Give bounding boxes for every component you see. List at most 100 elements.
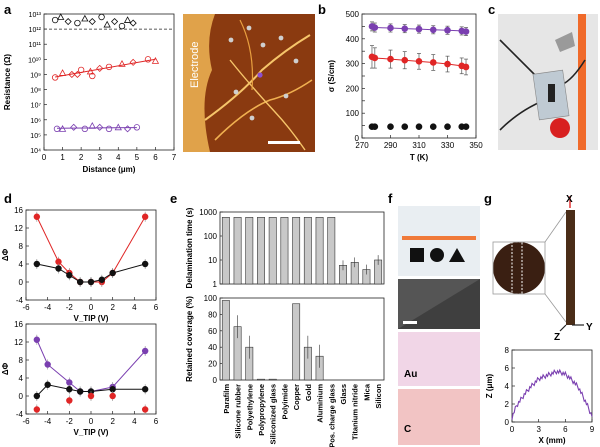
- category-label: Silicon: [374, 384, 383, 409]
- chart-g: 0 3 6 9 0 2 4 6 8 X (mm) Z (μm): [485, 346, 595, 445]
- data-point: [103, 20, 111, 28]
- bar-coverage: [221, 300, 230, 381]
- y-tick-label: 10¹¹: [29, 42, 42, 49]
- x-axis-title: T (K): [410, 153, 429, 162]
- y-tick-label: 500: [346, 10, 360, 19]
- y-tick-label: 200: [346, 84, 360, 93]
- x-tick-label: 6: [154, 303, 159, 312]
- category-label: Titanium nitride: [351, 384, 360, 440]
- bar-delamination: [280, 217, 289, 285]
- panel-letter-g: g: [484, 191, 492, 206]
- y-tick-label: 12: [14, 338, 23, 347]
- data-point: [144, 56, 152, 63]
- data-point: [66, 272, 73, 279]
- panel-letter-a: a: [4, 2, 12, 17]
- data-point: [118, 60, 126, 67]
- y-tick-label: 8: [19, 242, 24, 251]
- y-axis-title: σ (S/cm): [327, 60, 336, 92]
- y-tick-label: 0: [505, 418, 510, 427]
- data-point: [57, 13, 65, 20]
- x-tick-label: 7: [172, 153, 177, 162]
- y-tick-label: 100: [346, 109, 360, 118]
- data-point: [66, 379, 73, 386]
- y-axis-title: Resistance (Ω): [3, 54, 12, 111]
- data-point: [33, 406, 41, 413]
- c-label: C: [404, 424, 411, 435]
- data-point: [66, 386, 73, 393]
- x-tick-label: 6: [154, 417, 159, 426]
- x-tick-label: 6: [563, 425, 568, 434]
- chart-a: 0 1 2 3 4 5 6 7 10⁴ 10⁵ 10⁶ 10⁷ 10⁸ 10⁹ 10¹⁰ 10¹¹ 10¹² 10…: [3, 12, 177, 174]
- bar-coverage: [257, 378, 265, 381]
- chart-e: 1 10 100 1000 0 20 40 60 80 100 Delamination time …: [185, 207, 385, 447]
- x-tick-label: 0: [89, 417, 94, 426]
- data-point: [151, 57, 160, 64]
- panel-letter-f: f: [388, 191, 393, 206]
- x-tick-label: 4: [132, 303, 137, 312]
- bar-coverage: [268, 378, 277, 381]
- x-tick-label: 3: [97, 153, 102, 162]
- plot-frame: [43, 13, 175, 151]
- panel-letter-c: c: [488, 2, 495, 17]
- category-label: Polypropylene: [257, 384, 266, 436]
- data-point: [114, 123, 122, 131]
- y-tick-label: 300: [346, 60, 360, 69]
- bar-coverage: [292, 303, 301, 381]
- chart-b: 270 290 310 330 350 0 100 200 300 400 500 T (K) σ (S…: [327, 10, 483, 162]
- data-point: [55, 258, 62, 265]
- x-tick-label: 3: [536, 425, 541, 434]
- data-point: [76, 278, 84, 286]
- z-axis-label: Z: [554, 332, 560, 343]
- y-axis-title-bottom: Retained coverage (%): [185, 296, 194, 382]
- x-tick-label: 0: [42, 153, 47, 162]
- data-point: [53, 125, 61, 133]
- y-tick-label: 0: [19, 278, 24, 287]
- x-tick-label: 2: [79, 153, 84, 162]
- data-point: [415, 25, 423, 33]
- x-tick-label: -6: [22, 303, 30, 312]
- y-axis-title-top: Delamination time (s): [185, 207, 194, 288]
- data-point: [51, 74, 59, 81]
- data-point: [109, 269, 116, 277]
- data-point: [401, 123, 409, 131]
- x-tick-label: 350: [469, 141, 483, 150]
- x-tick-label: 6: [153, 153, 158, 162]
- x-axis-title: V_TIP (V): [74, 428, 109, 437]
- x-axis-title: V_TIP (V): [74, 314, 109, 323]
- data-point: [98, 276, 106, 283]
- y-tick-label: 400: [346, 35, 360, 44]
- data-point: [89, 72, 96, 80]
- data-point: [371, 54, 379, 62]
- category-label: Siliconized glass: [269, 384, 278, 444]
- fit-line: [55, 58, 156, 78]
- y-tick-label: -4: [16, 296, 24, 305]
- bar-delamination: [257, 217, 265, 285]
- y-tick-label: 2: [505, 400, 510, 409]
- au-label: Au: [404, 369, 417, 380]
- data-point: [81, 125, 89, 133]
- y-tick-label: 0: [355, 134, 360, 143]
- data-point: [76, 388, 84, 395]
- x-tick-label: 5: [135, 153, 140, 162]
- category-label: Mica: [362, 383, 371, 401]
- y-tick-label: 10⁵: [30, 133, 41, 140]
- y-axis-title: Z (μm): [485, 373, 494, 398]
- data-point: [33, 213, 41, 220]
- y-tick-label: 8: [505, 346, 510, 355]
- data-point: [141, 260, 149, 268]
- x-tick-label: 9: [590, 425, 595, 434]
- data-point: [129, 19, 137, 27]
- category-label: Aluminium: [316, 384, 325, 423]
- bar-delamination: [245, 217, 254, 285]
- y-tick-label: 10¹⁰: [28, 56, 41, 64]
- y-tick-label: 16: [14, 206, 23, 215]
- data-point: [111, 17, 119, 26]
- data-point: [33, 260, 41, 268]
- data-point: [429, 59, 437, 66]
- x-tick-label: 330: [441, 141, 455, 150]
- y-axis-title: ΔΦ: [1, 248, 10, 261]
- bar-delamination: [327, 217, 336, 285]
- data-point: [44, 381, 51, 388]
- data-point: [462, 63, 470, 71]
- data-point: [55, 265, 62, 272]
